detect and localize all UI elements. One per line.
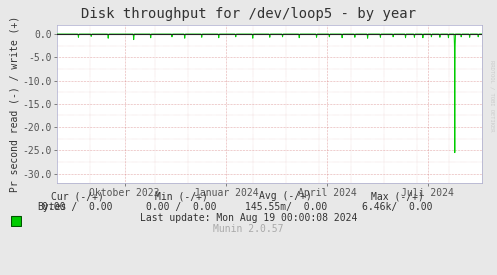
Text: Munin 2.0.57: Munin 2.0.57 — [213, 224, 284, 234]
Y-axis label: Pr second read (-) / write (+): Pr second read (-) / write (+) — [9, 16, 19, 192]
Text: Last update: Mon Aug 19 00:00:08 2024: Last update: Mon Aug 19 00:00:08 2024 — [140, 213, 357, 223]
Text: Bytes: Bytes — [37, 202, 67, 212]
Text: Min (-/+): Min (-/+) — [155, 191, 208, 201]
Text: 6.46k/  0.00: 6.46k/ 0.00 — [362, 202, 433, 212]
Text: Cur (-/+): Cur (-/+) — [51, 191, 103, 201]
Text: Disk throughput for /dev/loop5 - by year: Disk throughput for /dev/loop5 - by year — [81, 7, 416, 21]
Text: 0.00 /  0.00: 0.00 / 0.00 — [42, 202, 112, 212]
Text: Max (-/+): Max (-/+) — [371, 191, 424, 201]
Text: RRDTOOL / TOBI OETIKER: RRDTOOL / TOBI OETIKER — [490, 60, 495, 132]
Bar — [11, 216, 21, 225]
Text: 0.00 /  0.00: 0.00 / 0.00 — [146, 202, 217, 212]
Text: 145.55m/  0.00: 145.55m/ 0.00 — [245, 202, 327, 212]
Text: Avg (-/+): Avg (-/+) — [259, 191, 312, 201]
